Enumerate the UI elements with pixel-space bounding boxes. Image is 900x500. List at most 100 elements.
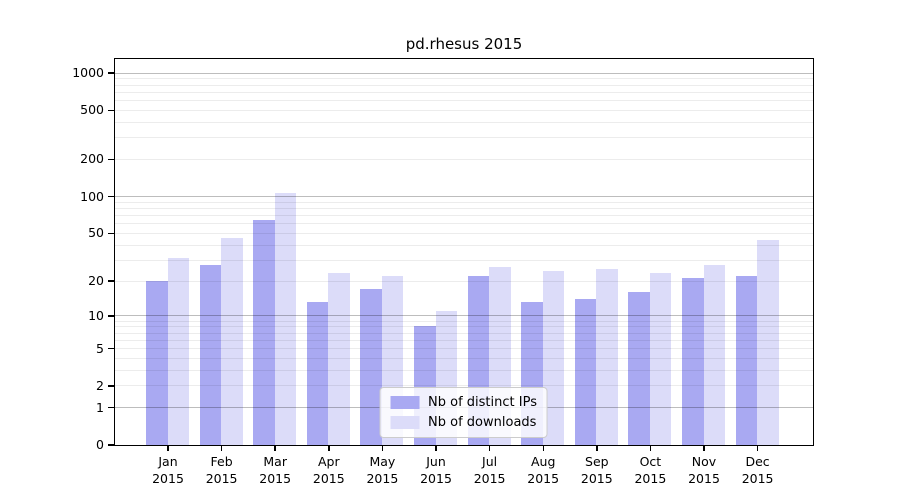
x-axis-tick-mark-feb xyxy=(220,445,223,451)
y-axis-tick-label-50: 50 xyxy=(88,225,104,241)
bar-distinct-ips-oct xyxy=(628,291,650,445)
x-axis-label-aug: Aug 2015 xyxy=(513,453,573,487)
x-axis-tick-mark-jun xyxy=(435,445,437,451)
x-axis-label-nov: Nov 2015 xyxy=(674,453,734,487)
gridline-minor-600 xyxy=(114,100,813,101)
legend-swatch-icon xyxy=(390,415,420,429)
y-axis-tick-mark-1 xyxy=(108,406,115,409)
bar-downloads-aug xyxy=(542,271,565,445)
x-axis-month-text: Dec xyxy=(745,454,770,469)
bar-downloads-apr xyxy=(328,273,350,445)
x-axis-year-text: 2015 xyxy=(580,471,613,486)
gridline-minor-4 xyxy=(114,357,813,359)
bar-distinct-ips-nov xyxy=(682,278,704,445)
x-axis-label-oct: Oct 2015 xyxy=(620,453,680,487)
gridline-minor-900 xyxy=(114,78,813,80)
x-axis-label-mar: Mar 2015 xyxy=(245,453,305,487)
gridline-minor-500 xyxy=(114,109,813,111)
x-axis-tick-mark-dec xyxy=(756,445,759,451)
gridline-minor-6 xyxy=(114,339,813,341)
x-axis-tick-mark-sep xyxy=(596,445,598,451)
legend-item-distinct-ips: Nb of distinct IPs xyxy=(390,395,537,410)
x-axis-month-text: May xyxy=(369,454,396,469)
bar-distinct-ips-may xyxy=(360,288,382,445)
gridline-minor-9 xyxy=(114,320,813,322)
x-axis-year-text: 2015 xyxy=(366,471,399,486)
bar-distinct-ips-mar xyxy=(253,219,275,445)
y-axis-tick-mark-50 xyxy=(108,232,115,234)
bar-distinct-ips-feb xyxy=(199,265,222,445)
y-axis-tick-label-200: 200 xyxy=(80,151,104,167)
x-axis-month-text: Jul xyxy=(482,454,498,469)
gridline-minor-30 xyxy=(114,259,813,261)
legend-item-downloads: Nb of downloads xyxy=(390,415,537,430)
bar-downloads-sep xyxy=(596,269,618,445)
legend-label: Nb of downloads xyxy=(428,414,537,430)
x-axis-year-text: 2015 xyxy=(420,471,452,486)
y-axis-tick-label-1000: 1000 xyxy=(72,65,104,80)
bar-distinct-ips-sep xyxy=(574,298,597,445)
gridline-minor-20 xyxy=(114,280,813,282)
x-axis-year-text: 2015 xyxy=(634,471,667,486)
x-axis-tick-mark-aug xyxy=(542,445,544,451)
gridline-minor-80 xyxy=(114,207,813,209)
bar-downloads-nov xyxy=(703,265,725,445)
gridline-major-100 xyxy=(114,196,813,197)
gridline-minor-3 xyxy=(114,369,813,371)
chart-title: pd.rhesus 2015 xyxy=(405,35,523,53)
x-axis-tick-mark-may xyxy=(381,445,384,451)
bar-downloads-oct xyxy=(649,273,672,445)
y-axis-tick-mark-0 xyxy=(108,444,115,446)
bar-distinct-ips-dec xyxy=(735,275,758,445)
bar-downloads-jan xyxy=(167,257,189,445)
bar-distinct-ips-jan xyxy=(146,280,168,445)
gridline-minor-40 xyxy=(114,244,813,246)
plot-area: Nb of distinct IPs Nb of downloads xyxy=(113,57,814,446)
gridline-minor-200 xyxy=(114,158,813,160)
x-axis-label-jan: Jan 2015 xyxy=(138,453,198,487)
x-axis-month-text: Jan xyxy=(158,454,178,469)
y-axis-tick-mark-5 xyxy=(108,347,115,350)
bar-downloads-feb xyxy=(221,238,243,445)
x-axis-tick-mark-oct xyxy=(649,445,652,451)
x-axis-month-text: Oct xyxy=(639,454,662,469)
x-axis-month-text: Sep xyxy=(585,454,609,469)
x-axis-month-text: Nov xyxy=(691,454,717,469)
gridline-minor-300 xyxy=(114,137,813,139)
x-axis-tick-mark-mar xyxy=(274,445,276,451)
gridline-major-10 xyxy=(114,315,813,317)
gridline-minor-400 xyxy=(114,121,813,123)
x-axis-year-text: 2015 xyxy=(312,471,345,486)
gridline-minor-7 xyxy=(114,332,813,334)
bar-distinct-ips-apr xyxy=(306,302,329,445)
x-axis-month-text: Apr xyxy=(317,454,340,469)
legend: Nb of distinct IPs Nb of downloads xyxy=(379,386,548,438)
gridline-minor-90 xyxy=(114,201,813,203)
x-axis-tick-mark-jan xyxy=(167,445,169,451)
x-axis-month-text: Mar xyxy=(263,454,287,469)
y-axis-tick-label-100: 100 xyxy=(80,188,104,204)
x-axis-year-text: 2015 xyxy=(527,471,560,486)
x-axis-year-text: 2015 xyxy=(741,471,774,486)
y-axis-tick-mark-1000 xyxy=(108,72,115,74)
y-axis-tick-mark-100 xyxy=(108,195,115,198)
y-axis-tick-label-500: 500 xyxy=(80,102,104,118)
gridline-minor-60 xyxy=(114,223,813,225)
y-axis-tick-label-1: 1 xyxy=(96,399,104,415)
y-axis-tick-mark-10 xyxy=(108,315,115,317)
x-axis-tick-mark-apr xyxy=(328,445,330,451)
y-axis-tick-label-2: 2 xyxy=(96,377,104,393)
gridline-minor-5 xyxy=(114,348,813,349)
x-axis-label-jul: Jul 2015 xyxy=(460,453,520,487)
x-axis-year-text: 2015 xyxy=(259,471,292,486)
y-axis-tick-mark-2 xyxy=(108,385,115,387)
x-axis-tick-mark-nov xyxy=(703,445,705,451)
gridline-minor-800 xyxy=(114,84,813,86)
y-axis-tick-label-10: 10 xyxy=(88,307,104,323)
x-axis-month-text: Jun xyxy=(426,454,446,469)
x-axis-label-sep: Sep 2015 xyxy=(567,453,627,487)
bar-downloads-mar xyxy=(274,193,297,445)
x-axis-label-dec: Dec 2015 xyxy=(728,453,788,487)
gridline-minor-700 xyxy=(114,91,813,93)
